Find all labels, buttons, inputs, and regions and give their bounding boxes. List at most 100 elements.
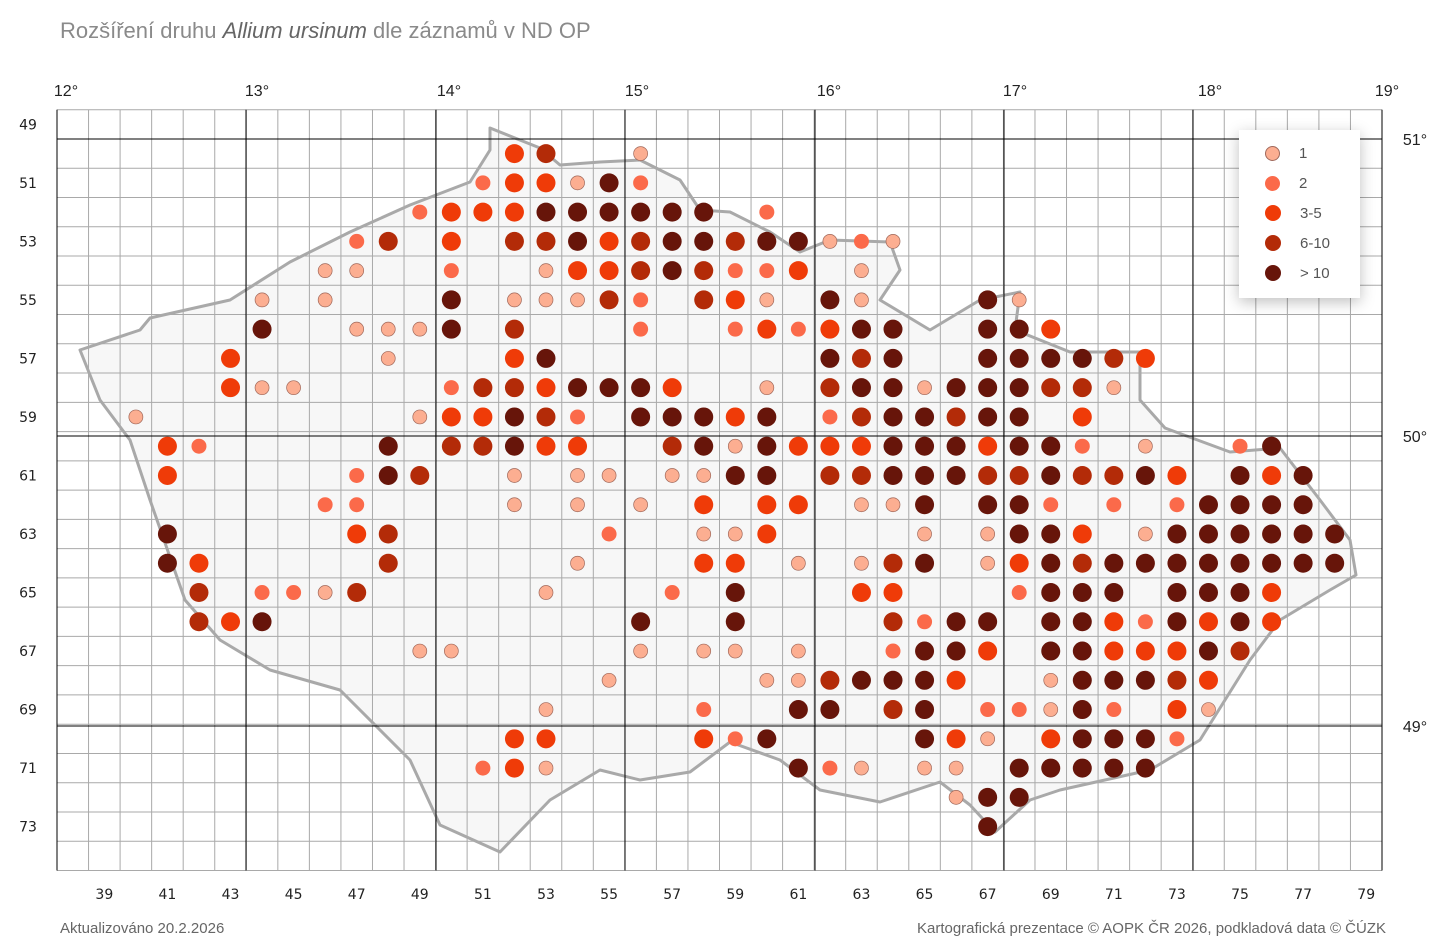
- legend: 1 2 3-5 6-10 > 10: [1239, 130, 1360, 298]
- record-dot-level-5: [631, 612, 651, 632]
- record-dot-level-5: [1041, 583, 1061, 603]
- record-dot-level-2: [1169, 497, 1185, 513]
- row-label: 65: [19, 586, 37, 602]
- record-dot-level-5: [725, 583, 745, 603]
- record-dot-level-1: [727, 526, 743, 542]
- record-dot-level-3: [473, 202, 493, 222]
- record-dot-level-4: [536, 407, 556, 427]
- legend-item: 6-10: [1239, 231, 1330, 255]
- column-label: 73: [1168, 887, 1186, 903]
- record-dot-level-3: [504, 729, 524, 749]
- record-dot-level-1: [1043, 702, 1059, 717]
- record-dot-level-1: [570, 292, 585, 308]
- legend-item: > 10: [1239, 261, 1330, 285]
- title-species: Allium ursinum: [222, 18, 367, 43]
- record-dot-level-3: [1198, 612, 1218, 632]
- record-dot-level-3: [1041, 319, 1061, 339]
- record-dot-level-5: [1293, 524, 1313, 544]
- record-dot-level-1: [854, 292, 869, 308]
- record-dot-level-3: [820, 319, 840, 339]
- record-dot-level-3: [946, 729, 966, 749]
- legend-label: > 10: [1300, 264, 1330, 282]
- record-dot-level-2: [822, 760, 838, 776]
- record-dot-level-5: [1135, 670, 1155, 690]
- record-dot-level-5: [851, 378, 871, 398]
- legend-label: 6-10: [1300, 234, 1331, 252]
- latitude-label: 49°: [1403, 719, 1427, 736]
- record-dot-level-1: [443, 643, 459, 659]
- record-dot-level-5: [1041, 612, 1061, 632]
- record-dot-level-3: [504, 144, 524, 164]
- record-dot-level-5: [441, 290, 461, 310]
- record-dot-level-1: [791, 555, 806, 571]
- record-dot-level-4: [851, 407, 871, 427]
- record-dot-level-5: [1262, 553, 1282, 573]
- record-dot-level-5: [851, 670, 871, 690]
- record-dot-level-5: [1009, 348, 1029, 368]
- record-dot-level-3: [599, 231, 619, 251]
- record-dot-level-1: [601, 468, 617, 483]
- record-dot-level-5: [1198, 495, 1218, 515]
- record-dot-level-1: [885, 497, 901, 513]
- record-dot-level-5: [1009, 787, 1029, 807]
- column-label: 61: [789, 887, 807, 903]
- record-dot-level-4: [851, 348, 871, 368]
- record-dot-level-3: [1009, 553, 1029, 573]
- record-dot-level-4: [1072, 378, 1092, 398]
- record-dot-level-4: [378, 524, 398, 544]
- column-label: 75: [1231, 887, 1249, 903]
- column-label: 39: [95, 887, 113, 903]
- legend-swatch: [1265, 205, 1281, 221]
- record-dot-level-2: [885, 643, 901, 659]
- record-dot-level-4: [694, 261, 714, 281]
- record-dot-level-5: [820, 348, 840, 368]
- record-dot-level-5: [1293, 495, 1313, 515]
- record-dot-level-4: [189, 612, 209, 632]
- record-dot-level-4: [631, 261, 651, 281]
- record-dot-level-4: [1230, 641, 1250, 661]
- title-suffix: dle záznamů v ND OP: [366, 18, 591, 43]
- record-dot-level-5: [915, 729, 935, 749]
- map-title: Rozšíření druhu Allium ursinum dle zázna…: [60, 18, 591, 44]
- record-dot-level-5: [757, 465, 777, 485]
- record-dot-level-4: [694, 290, 714, 310]
- record-dot-level-3: [599, 261, 619, 281]
- record-dot-level-2: [1074, 438, 1090, 454]
- record-dot-level-5: [757, 436, 777, 456]
- record-dot-level-4: [1104, 465, 1124, 485]
- record-dot-level-4: [441, 436, 461, 456]
- record-dot-level-1: [948, 760, 964, 776]
- column-label: 51: [474, 887, 492, 903]
- record-dot-level-5: [788, 700, 808, 720]
- record-dot-level-3: [221, 378, 241, 398]
- row-label: 55: [19, 293, 37, 309]
- record-dot-level-5: [1167, 553, 1187, 573]
- row-label: 69: [19, 703, 37, 719]
- record-dot-level-1: [349, 263, 365, 278]
- record-dot-level-5: [725, 612, 745, 632]
- record-dot-level-4: [378, 553, 398, 573]
- record-dot-level-5: [1198, 524, 1218, 544]
- record-dot-level-3: [568, 261, 588, 281]
- legend-swatch: [1265, 145, 1280, 161]
- record-dot-level-4: [662, 436, 682, 456]
- record-dot-level-1: [980, 555, 996, 571]
- record-dot-level-5: [504, 436, 524, 456]
- record-dot-level-5: [946, 465, 966, 485]
- record-dot-level-5: [1230, 495, 1250, 515]
- record-dot-level-4: [599, 290, 619, 310]
- record-dot-level-3: [978, 436, 998, 456]
- record-dot-level-5: [1009, 407, 1029, 427]
- record-dot-level-1: [507, 292, 522, 308]
- record-dot-level-5: [1072, 348, 1092, 368]
- record-dot-level-5: [1041, 465, 1061, 485]
- record-dot-level-1: [538, 760, 554, 776]
- record-dot-level-5: [599, 202, 619, 222]
- record-dot-level-1: [538, 702, 554, 717]
- record-dot-level-2: [601, 526, 617, 542]
- record-dot-level-5: [946, 378, 966, 398]
- record-dot-level-3: [504, 173, 524, 193]
- record-dot-level-5: [157, 553, 177, 573]
- record-dot-level-4: [1072, 465, 1092, 485]
